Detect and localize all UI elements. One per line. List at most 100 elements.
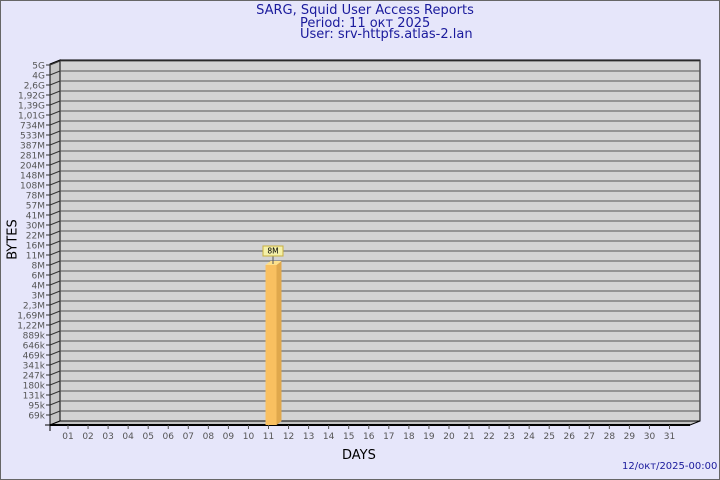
x-tick-label: 29 (624, 432, 636, 442)
grid-line-wall (49, 260, 61, 266)
y-tick-label: 533M (20, 132, 45, 142)
grid-line-wall (49, 250, 61, 256)
grid-line-wall (49, 380, 61, 386)
y-tick-label: 1,39G (18, 102, 45, 112)
y-tick-label: 180k (23, 382, 46, 392)
generated-date: 12/окт/2025-00:00 (622, 461, 718, 472)
y-tick-label: 1,69M (17, 312, 45, 322)
x-tick-label: 19 (423, 432, 435, 442)
x-tick-label: 30 (644, 432, 656, 442)
bar-label-box (262, 245, 284, 257)
y-tick-label: 247k (23, 372, 46, 382)
y-tick-label: 734M (20, 122, 45, 132)
grid-line-wall (49, 100, 61, 106)
y-tick-label: 4G (32, 72, 45, 82)
grid-line-wall (49, 340, 61, 346)
y-tick-label: 78M (26, 192, 45, 202)
y-tick-label: 5G (32, 62, 45, 72)
x-tick-label: 17 (383, 432, 394, 442)
grid-line-wall (49, 390, 61, 396)
y-tick-label: 6M (32, 272, 46, 282)
x-tick-label: 07 (183, 432, 194, 442)
bar-front (265, 265, 277, 425)
x-tick-label: 06 (163, 432, 175, 442)
x-tick-label: 20 (443, 432, 455, 442)
x-tick-label: 23 (503, 432, 514, 442)
grid-line-wall (49, 270, 61, 276)
y-tick-label: 2,3M (23, 302, 45, 312)
y-tick-label: 30M (26, 222, 45, 232)
y-tick-label: 281M (20, 152, 45, 162)
grid-line-wall (49, 330, 61, 336)
grid-line-wall (49, 140, 61, 146)
y-tick-label: 469k (23, 352, 46, 362)
grid-line-wall (49, 200, 61, 206)
y-tick-label: 8M (32, 262, 46, 272)
grid-line-wall (49, 80, 61, 86)
grid-line-wall (49, 240, 61, 246)
x-tick-label: 12 (283, 432, 294, 442)
grid-line-wall (49, 170, 61, 176)
grid-line-wall (49, 130, 61, 136)
grid-line-wall (49, 230, 61, 236)
chart-period: Period: 11 окт 2025 (300, 16, 431, 31)
y-tick-label: 131k (23, 392, 46, 402)
x-tick-label: 24 (523, 432, 535, 442)
grid-line-wall (49, 220, 61, 226)
grid-line-wall (49, 210, 61, 216)
y-tick-label: 1,92G (18, 92, 45, 102)
grid-line-wall (49, 190, 61, 196)
x-axis-label: DAYS (342, 448, 376, 463)
x-tick-label: 02 (82, 432, 93, 442)
grid-line-wall (49, 410, 61, 416)
grid-line-wall (49, 120, 61, 126)
x-tick-label: 03 (102, 432, 113, 442)
y-tick-label: 387M (20, 142, 45, 152)
chart-title: SARG, Squid User Access Reports (256, 3, 474, 18)
x-tick-label: 16 (363, 432, 375, 442)
grid-line-wall (49, 90, 61, 96)
grid-line-wall (49, 360, 61, 366)
y-tick-label: 11M (26, 252, 45, 262)
y-tick-label: 95k (28, 402, 45, 412)
grid-line-wall (49, 300, 61, 306)
grid-line-wall (49, 60, 61, 66)
x-tick-label: 27 (584, 432, 595, 442)
chart-user: User: srv-httpfs.atlas-2.lan (300, 27, 473, 42)
x-tick-label: 25 (543, 432, 554, 442)
y-tick-label: 16M (26, 242, 45, 252)
x-tick-label: 21 (463, 432, 474, 442)
y-tick-label: 41M (26, 212, 45, 222)
x-tick-label: 10 (243, 432, 255, 442)
y-tick-label: 204M (20, 162, 45, 172)
grid-line-wall (49, 160, 61, 166)
y-tick-label: 646k (23, 342, 46, 352)
x-tick-label: 05 (142, 432, 153, 442)
grid-line-wall (49, 110, 61, 116)
y-tick-label: 3M (32, 292, 46, 302)
y-tick-label: 108M (20, 182, 45, 192)
grid-line-wall (49, 290, 61, 296)
y-tick-label: 2,6G (24, 82, 45, 92)
bar-value-label: 8M (267, 247, 278, 256)
y-tick-label: 1,22M (17, 322, 45, 332)
x-tick-label: 26 (564, 432, 576, 442)
x-tick-label: 04 (122, 432, 134, 442)
grid-line-wall (49, 310, 61, 316)
x-tick-label: 14 (323, 432, 335, 442)
y-tick-label: 4M (32, 282, 46, 292)
x-tick-label: 18 (403, 432, 415, 442)
x-tick-label: 31 (664, 432, 675, 442)
grid-line-wall (49, 400, 61, 406)
grid-line-wall (49, 180, 61, 186)
x-tick-label: 09 (223, 432, 235, 442)
y-tick-label: 889k (23, 332, 46, 342)
grid-line-wall (49, 320, 61, 326)
grid-line-wall (49, 370, 61, 376)
x-tick-label: 22 (483, 432, 494, 442)
y-tick-label: 22M (26, 232, 45, 242)
grid-line-wall (49, 150, 61, 156)
x-tick-label: 15 (343, 432, 354, 442)
bar-side (276, 261, 282, 425)
